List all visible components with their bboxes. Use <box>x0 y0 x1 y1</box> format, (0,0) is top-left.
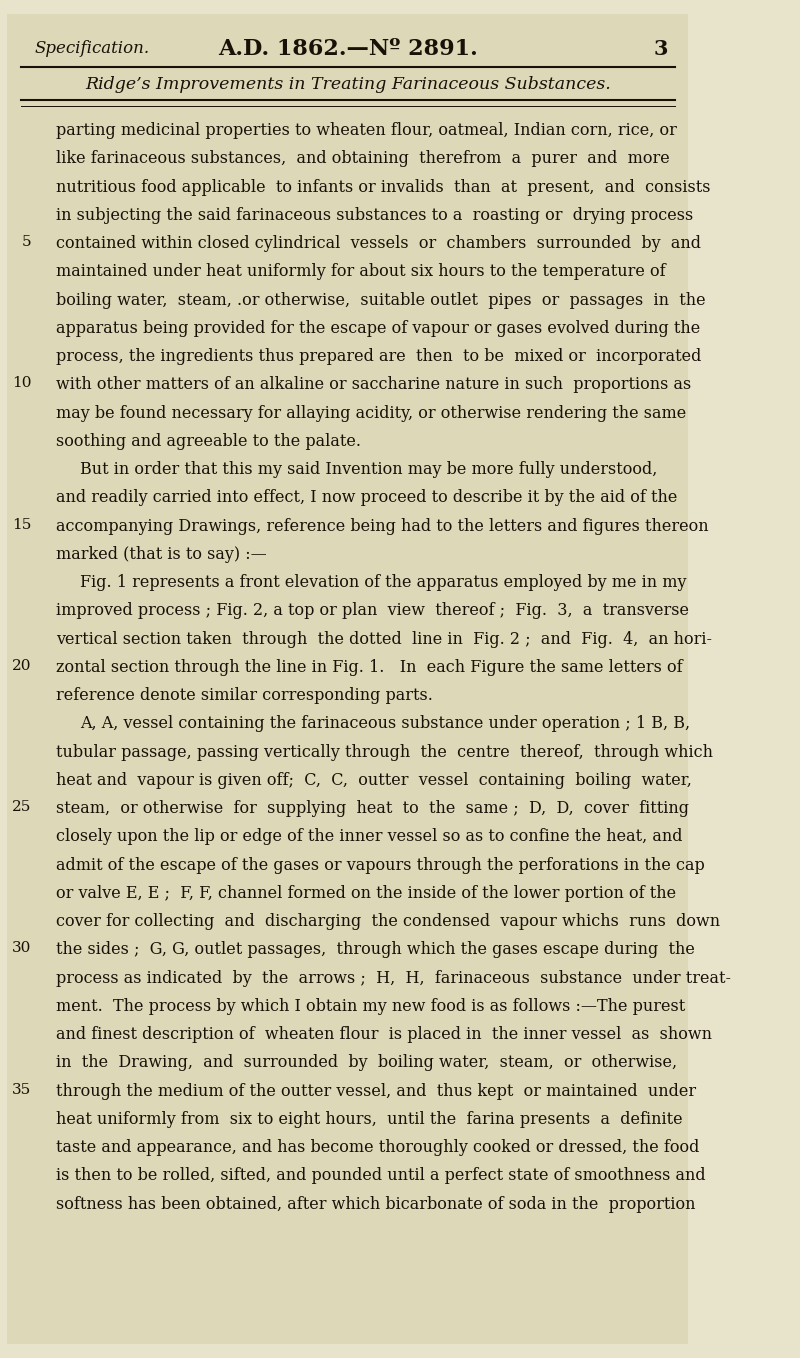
Text: may be found necessary for allaying acidity, or otherwise rendering the same: may be found necessary for allaying acid… <box>56 405 686 422</box>
Text: 3: 3 <box>653 39 667 58</box>
Text: Fig. 1 represents a front elevation of the apparatus employed by me in my: Fig. 1 represents a front elevation of t… <box>80 574 686 591</box>
Text: is then to be rolled, sifted, and pounded until a perfect state of smoothness an: is then to be rolled, sifted, and pounde… <box>56 1168 706 1184</box>
Text: improved process ; Fig. 2, a top or plan  view  thereof ;  Fig.  3,  a  transver: improved process ; Fig. 2, a top or plan… <box>56 603 689 619</box>
Text: A, A, vessel containing the farinaceous substance under operation ; 1 B, B,: A, A, vessel containing the farinaceous … <box>80 716 690 732</box>
Text: with other matters of an alkaline or saccharine nature in such  proportions as: with other matters of an alkaline or sac… <box>56 376 691 394</box>
Text: A.D. 1862.—Nº 2891.: A.D. 1862.—Nº 2891. <box>218 38 478 60</box>
Text: parting medicinal properties to wheaten flour, oatmeal, Indian corn, rice, or: parting medicinal properties to wheaten … <box>56 122 677 140</box>
Text: closely upon the lip or edge of the inner vessel so as to confine the heat, and: closely upon the lip or edge of the inne… <box>56 828 682 846</box>
Text: reference denote similar corresponding parts.: reference denote similar corresponding p… <box>56 687 433 705</box>
Text: marked (that is to say) :—: marked (that is to say) :— <box>56 546 266 564</box>
Text: and finest description of  wheaten flour  is placed in  the inner vessel  as  sh: and finest description of wheaten flour … <box>56 1027 712 1043</box>
Text: process as indicated  by  the  arrows ;  H,  H,  farinaceous  substance  under t: process as indicated by the arrows ; H, … <box>56 970 730 987</box>
Text: contained within closed cylindrical  vessels  or  chambers  surrounded  by  and: contained within closed cylindrical vess… <box>56 235 701 253</box>
Text: 25: 25 <box>12 800 31 815</box>
Text: nutritious food applicable  to infants or invalids  than  at  present,  and  con: nutritious food applicable to infants or… <box>56 179 710 196</box>
Text: in  the  Drawing,  and  surrounded  by  boiling water,  steam,  or  otherwise,: in the Drawing, and surrounded by boilin… <box>56 1054 677 1071</box>
Text: like farinaceous substances,  and obtaining  therefrom  a  purer  and  more: like farinaceous substances, and obtaini… <box>56 151 670 167</box>
Text: Specification.: Specification. <box>34 41 150 57</box>
Text: vertical section taken  through  the dotted  line in  Fig. 2 ;  and  Fig.  4,  a: vertical section taken through the dotte… <box>56 630 712 648</box>
Text: 10: 10 <box>12 376 31 391</box>
Text: 20: 20 <box>12 659 31 674</box>
FancyBboxPatch shape <box>7 14 689 1344</box>
Text: 30: 30 <box>12 941 31 956</box>
Text: ment.  The process by which I obtain my new food is as follows :—The purest: ment. The process by which I obtain my n… <box>56 998 685 1014</box>
Text: through the medium of the outter vessel, and  thus kept  or maintained  under: through the medium of the outter vessel,… <box>56 1082 696 1100</box>
Text: boiling water,  steam, .or otherwise,  suitable outlet  pipes  or  passages  in : boiling water, steam, .or otherwise, sui… <box>56 292 706 308</box>
Text: cover for collecting  and  discharging  the condensed  vapour whichs  runs  down: cover for collecting and discharging the… <box>56 913 720 930</box>
Text: softness has been obtained, after which bicarbonate of soda in the  proportion: softness has been obtained, after which … <box>56 1195 695 1213</box>
Text: admit of the escape of the gases or vapours through the perforations in the cap: admit of the escape of the gases or vapo… <box>56 857 704 873</box>
Text: the sides ;  G, G, outlet passages,  through which the gases escape during  the: the sides ; G, G, outlet passages, throu… <box>56 941 694 959</box>
Text: and readily carried into effect, I now proceed to describe it by the aid of the: and readily carried into effect, I now p… <box>56 489 677 507</box>
Text: Ridge’s Improvements in Treating Farinaceous Substances.: Ridge’s Improvements in Treating Farinac… <box>85 76 610 92</box>
Text: tubular passage, passing vertically through  the  centre  thereof,  through whic: tubular passage, passing vertically thro… <box>56 744 713 760</box>
Text: in subjecting the said farinaceous substances to a  roasting or  drying process: in subjecting the said farinaceous subst… <box>56 206 693 224</box>
Text: apparatus being provided for the escape of vapour or gases evolved during the: apparatus being provided for the escape … <box>56 320 700 337</box>
Text: maintained under heat uniformly for about six hours to the temperature of: maintained under heat uniformly for abou… <box>56 263 666 281</box>
Text: or valve E, E ;  F, F, channel formed on the inside of the lower portion of the: or valve E, E ; F, F, channel formed on … <box>56 885 676 902</box>
Text: zontal section through the line in Fig. 1.   In  each Figure the same letters of: zontal section through the line in Fig. … <box>56 659 682 676</box>
Text: 15: 15 <box>12 517 31 532</box>
Text: But in order that this my said Invention may be more fully understood,: But in order that this my said Invention… <box>80 462 658 478</box>
Text: steam,  or otherwise  for  supplying  heat  to  the  same ;  D,  D,  cover  fitt: steam, or otherwise for supplying heat t… <box>56 800 689 818</box>
Text: soothing and agreeable to the palate.: soothing and agreeable to the palate. <box>56 433 361 449</box>
Text: 5: 5 <box>22 235 31 250</box>
Text: process, the ingredients thus prepared are  then  to be  mixed or  incorporated: process, the ingredients thus prepared a… <box>56 348 701 365</box>
Text: heat uniformly from  six to eight hours,  until the  farina presents  a  definit: heat uniformly from six to eight hours, … <box>56 1111 682 1128</box>
Text: heat and  vapour is given off;  C,  C,  outter  vessel  containing  boiling  wat: heat and vapour is given off; C, C, outt… <box>56 771 691 789</box>
Text: taste and appearance, and has become thoroughly cooked or dressed, the food: taste and appearance, and has become tho… <box>56 1139 699 1156</box>
Text: accompanying Drawings, reference being had to the letters and figures thereon: accompanying Drawings, reference being h… <box>56 517 708 535</box>
Text: 35: 35 <box>12 1082 31 1097</box>
